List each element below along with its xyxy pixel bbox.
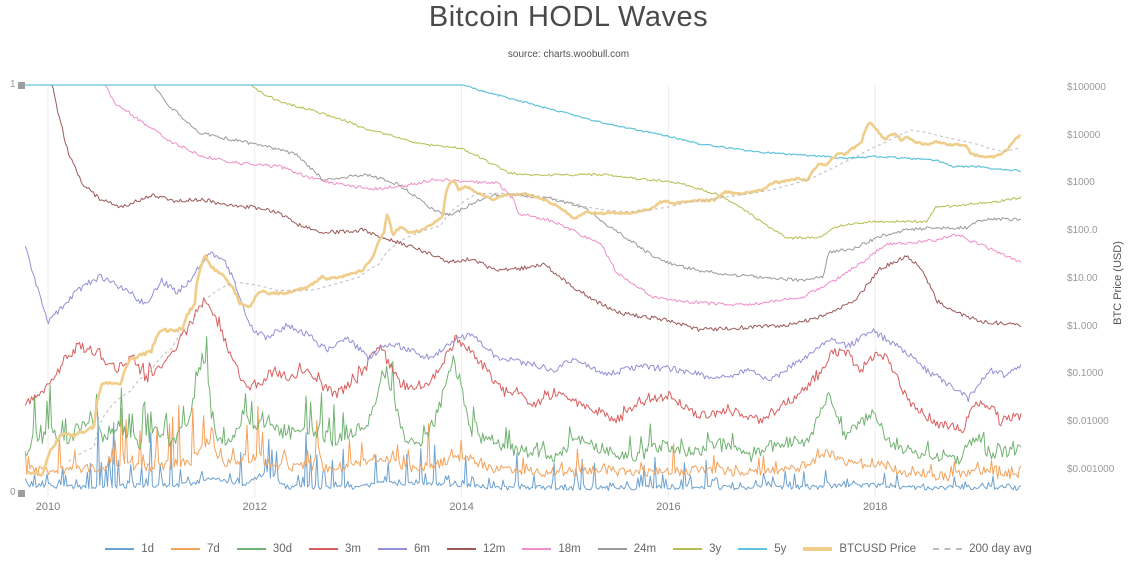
series-line-200-day-avg [68, 129, 1022, 462]
series-line-6m [24, 246, 1022, 403]
legend-label: 30d [272, 543, 292, 555]
legend-label: 18m [558, 543, 581, 555]
legend-label: 200 day avg [969, 543, 1032, 555]
legend-swatch-18m [522, 548, 552, 550]
right-axis-tick-label: $0.1000 [1067, 368, 1104, 380]
legend-swatch-12m [446, 548, 476, 550]
legend-swatch-30d [236, 548, 266, 550]
series-line-1d [24, 416, 1022, 491]
series-line-3y [25, 84, 1022, 240]
legend-swatch-5y [738, 548, 768, 550]
series-line-btcusd-price [26, 121, 1022, 477]
legend: 1d 7d 30d 3m 6m 12m 18m 24m 3y 5y BTCUSD Price 200 … [0, 543, 1137, 555]
legend-swatch-btcusd-price [803, 547, 833, 551]
right-axis-tick-label: $100000 [1067, 81, 1106, 93]
legend-swatch-24m [597, 548, 627, 550]
right-axis-tick-label: $100.0 [1067, 225, 1098, 236]
series-line-5y [25, 84, 1022, 172]
legend-label: 12m [482, 543, 506, 555]
right-axis-title: BTC Price (USD) [1112, 241, 1124, 325]
legend-item-200-day-avg[interactable]: 200 day avg [933, 543, 1032, 555]
legend-item-1d[interactable]: 1d [105, 543, 154, 555]
legend-swatch-6m [377, 548, 407, 550]
right-axis-tick-label: $0.01000 [1067, 416, 1109, 427]
legend-swatch-3y [673, 548, 703, 550]
legend-item-3y[interactable]: 3y [673, 543, 721, 555]
legend-swatch-3m [309, 548, 338, 550]
legend-item-5y[interactable]: 5y [738, 543, 786, 555]
left-axis-tick-label: 0 [10, 487, 16, 498]
legend-item-btcusd-price[interactable]: BTCUSD Price [803, 543, 916, 555]
legend-label: 6m [413, 543, 430, 555]
x-axis-tick-label: 2014 [449, 501, 474, 513]
axis-tick-square [18, 81, 25, 89]
legend-item-24m[interactable]: 24m [597, 543, 657, 555]
axis-tick-square [18, 489, 25, 497]
x-axis-tick-label: 2018 [862, 501, 888, 513]
right-axis-tick-label: $0.001000 [1067, 463, 1115, 475]
legend-label: 1d [141, 543, 155, 555]
series-line-12m [25, 84, 1022, 332]
legend-item-30d[interactable]: 30d [236, 543, 292, 555]
legend-swatch-200-day-avg [933, 548, 963, 550]
series-line-24m [25, 84, 1022, 282]
left-axis-tick-label: 1 [10, 79, 16, 90]
right-axis-tick-label: $10.00 [1067, 272, 1098, 284]
right-axis-tick-label: $1000 [1067, 177, 1095, 189]
legend-item-3m[interactable]: 3m [309, 543, 361, 555]
series-line-7d [24, 405, 1022, 482]
series-line-18m [25, 84, 1022, 306]
x-axis-tick-label: 2016 [656, 501, 681, 513]
legend-item-7d[interactable]: 7d [171, 543, 220, 555]
right-axis-tick-label: $1.000 [1067, 320, 1098, 332]
legend-label: 7d [207, 543, 220, 555]
legend-swatch-1d [105, 548, 135, 550]
x-axis-tick-label: 2010 [35, 501, 61, 513]
legend-label: 3y [709, 543, 722, 555]
legend-label: 24m [633, 543, 657, 555]
series-line-30d [25, 336, 1022, 465]
legend-item-12m[interactable]: 12m [446, 543, 506, 555]
chart-source: source: charts.woobull.com [507, 49, 630, 60]
legend-label: BTCUSD Price [839, 543, 917, 555]
legend-item-18m[interactable]: 18m [522, 543, 581, 555]
right-axis-tick-label: $10000 [1067, 129, 1101, 141]
chart-title: Bitcoin HODL Waves [428, 1, 709, 33]
legend-label: 3m [345, 543, 361, 555]
x-axis-tick-label: 2012 [242, 501, 268, 513]
series-line-3m [24, 297, 1022, 434]
legend-item-6m[interactable]: 6m [377, 543, 430, 555]
legend-label: 5y [774, 543, 787, 555]
legend-swatch-7d [171, 548, 201, 550]
